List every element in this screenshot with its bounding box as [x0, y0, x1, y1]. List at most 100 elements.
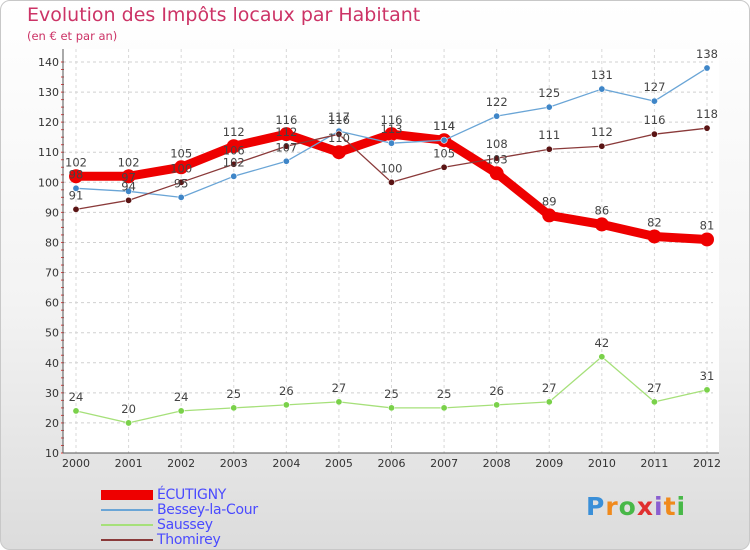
data-point [598, 142, 606, 150]
data-point [703, 386, 711, 394]
data-point [489, 166, 504, 181]
data-label: 26 [489, 384, 504, 398]
data-point [650, 97, 658, 105]
logo-letter: x [636, 492, 654, 521]
legend-swatch [101, 508, 153, 511]
x-tick-label: 2012 [693, 457, 721, 470]
y-tick-label: 30 [45, 387, 59, 400]
data-point [545, 145, 553, 153]
data-point [545, 103, 553, 111]
data-point [177, 407, 185, 415]
data-label: 106 [223, 143, 245, 157]
x-tick-label: 2000 [62, 457, 90, 470]
y-tick-label: 130 [38, 86, 59, 99]
data-label: 81 [700, 218, 715, 232]
data-label: 86 [595, 203, 610, 217]
data-label: 27 [332, 381, 347, 395]
x-tick-label: 2005 [325, 457, 353, 470]
data-label: 116 [275, 113, 297, 127]
data-label: 108 [486, 137, 508, 151]
data-label: 24 [69, 390, 84, 404]
legend-swatch [101, 538, 153, 541]
x-tick-label: 2007 [430, 457, 458, 470]
data-point [703, 64, 711, 72]
data-point [282, 142, 290, 150]
data-point [384, 127, 399, 142]
logo-letter: t [663, 492, 677, 521]
data-label: 114 [433, 119, 455, 133]
data-point [598, 353, 606, 361]
x-tick-label: 2001 [115, 457, 143, 470]
data-label: 122 [486, 95, 508, 109]
data-label: 105 [170, 146, 192, 160]
x-tick-label: 2004 [272, 457, 300, 470]
data-label: 125 [538, 86, 560, 100]
data-point [69, 169, 83, 184]
data-label: 91 [69, 188, 84, 202]
data-label: 116 [381, 113, 403, 127]
data-label: 112 [591, 125, 613, 139]
data-point [226, 139, 241, 154]
data-point [279, 127, 294, 142]
data-label: 102 [223, 155, 245, 169]
y-tick-label: 20 [45, 417, 59, 430]
data-label: 94 [121, 179, 136, 193]
data-label: 103 [486, 152, 508, 166]
data-point [125, 196, 133, 204]
data-label: 112 [223, 125, 245, 139]
x-tick-label: 2009 [535, 457, 563, 470]
legend: ÉCUTIGNY Bessey-la-Cour Saussey Thomirey [101, 487, 258, 548]
legend-entry: Saussey [101, 517, 258, 533]
data-label: 107 [275, 140, 297, 154]
data-label: 111 [538, 128, 560, 142]
data-point [650, 398, 658, 406]
data-point [387, 139, 395, 147]
y-tick-label: 40 [45, 357, 59, 370]
data-point [650, 130, 658, 138]
data-point [703, 124, 711, 132]
legend-label: Bessey-la-Cour [157, 501, 258, 518]
legend-label: Thomirey [157, 531, 221, 548]
logo-letter: o [618, 492, 637, 521]
x-tick-label: 2006 [378, 457, 406, 470]
data-label: 100 [170, 161, 192, 175]
data-point [72, 407, 80, 415]
y-tick-label: 60 [45, 297, 59, 310]
legend-entry: ÉCUTIGNY [101, 487, 258, 503]
data-point [594, 217, 609, 232]
y-tick-label: 70 [45, 267, 59, 280]
data-label: 20 [121, 402, 136, 416]
legend-swatch [101, 489, 153, 500]
y-tick-label: 90 [45, 206, 59, 219]
data-label: 118 [696, 107, 718, 121]
data-label: 131 [591, 68, 613, 82]
data-point [230, 172, 238, 180]
x-tick-label: 2003 [220, 457, 248, 470]
data-label: 102 [118, 155, 140, 169]
data-point [331, 145, 346, 160]
data-label: 116 [643, 113, 665, 127]
data-label: 25 [384, 387, 399, 401]
data-label: 26 [279, 384, 294, 398]
data-point [440, 136, 448, 144]
data-label: 27 [542, 381, 557, 395]
data-point [121, 169, 136, 184]
data-label: 25 [437, 387, 452, 401]
data-label: 27 [647, 381, 662, 395]
data-label: 100 [381, 161, 403, 175]
data-point [647, 229, 662, 244]
logo-letter: i [676, 492, 687, 521]
data-label: 98 [69, 167, 84, 181]
data-point [700, 232, 714, 247]
y-tick-label: 80 [45, 236, 59, 249]
x-tick-label: 2011 [640, 457, 668, 470]
legend-swatch [101, 523, 153, 526]
y-tick-label: 10 [45, 447, 59, 460]
data-label: 31 [700, 369, 715, 383]
proxiti-logo: Proxiti [586, 492, 686, 521]
data-label: 110 [328, 131, 350, 145]
data-point [177, 193, 185, 201]
logo-letter: r [605, 492, 619, 521]
